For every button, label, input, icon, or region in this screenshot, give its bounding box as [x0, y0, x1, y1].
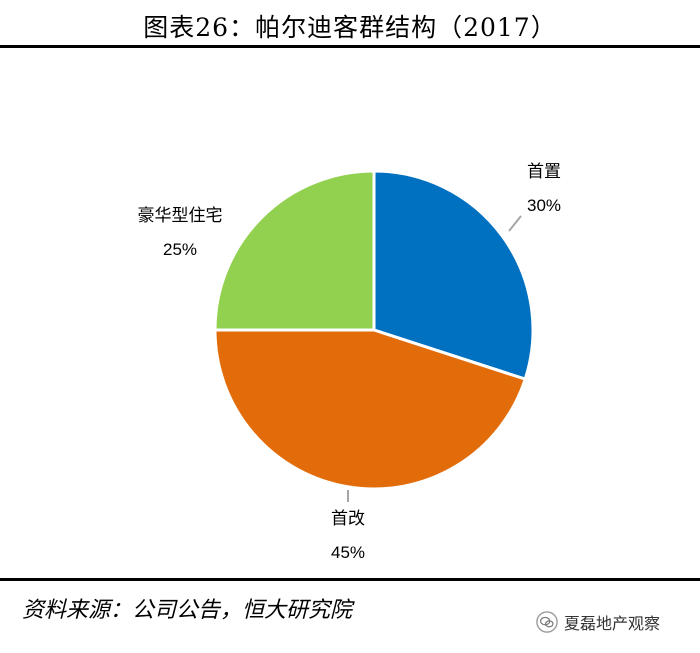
slice-value-3: 25% [163, 240, 197, 259]
watermark: 夏磊地产观察 [536, 610, 660, 634]
watermark-text: 夏磊地产观察 [564, 614, 661, 633]
source-note: 资料来源：公司公告，恒大研究院 [22, 598, 353, 623]
slice-value-2: 45% [331, 543, 365, 562]
bottom-divider [0, 578, 700, 581]
pie-slice-1 [372, 169, 535, 382]
pie-chart: 首置 30% 首改 45% 豪华型住宅 25% [138, 162, 562, 562]
slice-label-2: 首改 [331, 509, 365, 529]
wechat-icon [536, 611, 558, 633]
pie-slice-3 [213, 169, 376, 332]
pie-slice-2 [213, 328, 528, 491]
leader-line-1 [508, 215, 522, 232]
slice-label-1: 首置 [527, 162, 561, 182]
slice-value-1: 30% [527, 196, 561, 215]
chart-title: 图表26：帕尔迪客群结构（2017） [143, 13, 557, 42]
slice-label-3: 豪华型住宅 [138, 205, 223, 226]
top-divider [0, 45, 700, 48]
